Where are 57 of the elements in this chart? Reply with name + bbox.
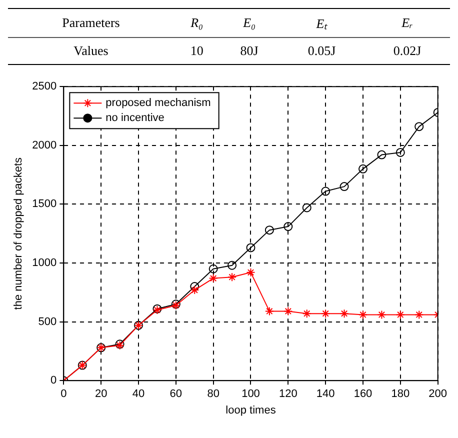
- text: 0.05J: [306, 42, 337, 60]
- point: [340, 309, 349, 318]
- text: Eᵣ: [400, 14, 414, 32]
- x-tick-label: 140: [316, 388, 335, 400]
- point: [321, 186, 330, 196]
- x-axis-title: loop times: [226, 404, 276, 416]
- point: [414, 310, 424, 320]
- point: [208, 264, 218, 274]
- point: [377, 310, 386, 320]
- legend-label: no incentive: [106, 112, 164, 124]
- x-tick-label: 120: [278, 388, 298, 400]
- point: [302, 309, 312, 318]
- legend-label: proposed mechanism: [106, 97, 211, 110]
- point: [228, 272, 237, 282]
- point: [264, 226, 274, 235]
- y-tick-label: 500: [38, 316, 57, 328]
- x-tick-label: 80: [207, 388, 220, 400]
- y-tick-label: 1000: [32, 257, 57, 270]
- text: R₀: [190, 14, 204, 32]
- text: Parameters: [61, 14, 121, 32]
- text: Eₜ: [315, 15, 328, 33]
- point: [246, 243, 256, 252]
- point: [396, 148, 405, 157]
- x-tick-label: 40: [132, 388, 145, 400]
- point: [228, 260, 237, 270]
- point: [208, 274, 218, 283]
- y-axis-title: the number of dropped packets: [12, 156, 25, 310]
- x-tick-label: 20: [94, 388, 108, 400]
- point: [284, 222, 293, 232]
- y-tick-label: 2500: [32, 80, 57, 93]
- point: [246, 268, 256, 277]
- x-tick-label: 100: [242, 388, 260, 400]
- x-tick-label: 160: [354, 388, 372, 400]
- point: [377, 150, 386, 160]
- text: 80J: [239, 42, 260, 60]
- point: [358, 310, 368, 320]
- x-tick-label: 200: [428, 388, 448, 400]
- x-tick-label: 0: [60, 388, 67, 400]
- point: [340, 182, 349, 192]
- text: E₀: [242, 14, 257, 32]
- y-tick-label: 2000: [32, 139, 57, 152]
- text: 10: [189, 42, 204, 60]
- x-tick-label: 60: [170, 388, 182, 400]
- y-tick-label: 1500: [32, 198, 57, 210]
- text: 0.02J: [392, 42, 422, 60]
- point: [264, 306, 274, 316]
- point: [302, 203, 312, 212]
- y-tick-label: 0: [50, 374, 57, 387]
- point: [321, 309, 330, 318]
- point: [190, 282, 200, 292]
- point: [396, 310, 405, 320]
- point: [414, 122, 424, 132]
- x-tick-label: 180: [391, 388, 410, 400]
- point: [358, 164, 368, 174]
- point: [284, 306, 293, 316]
- point: [190, 286, 200, 295]
- text: Values: [72, 42, 110, 60]
